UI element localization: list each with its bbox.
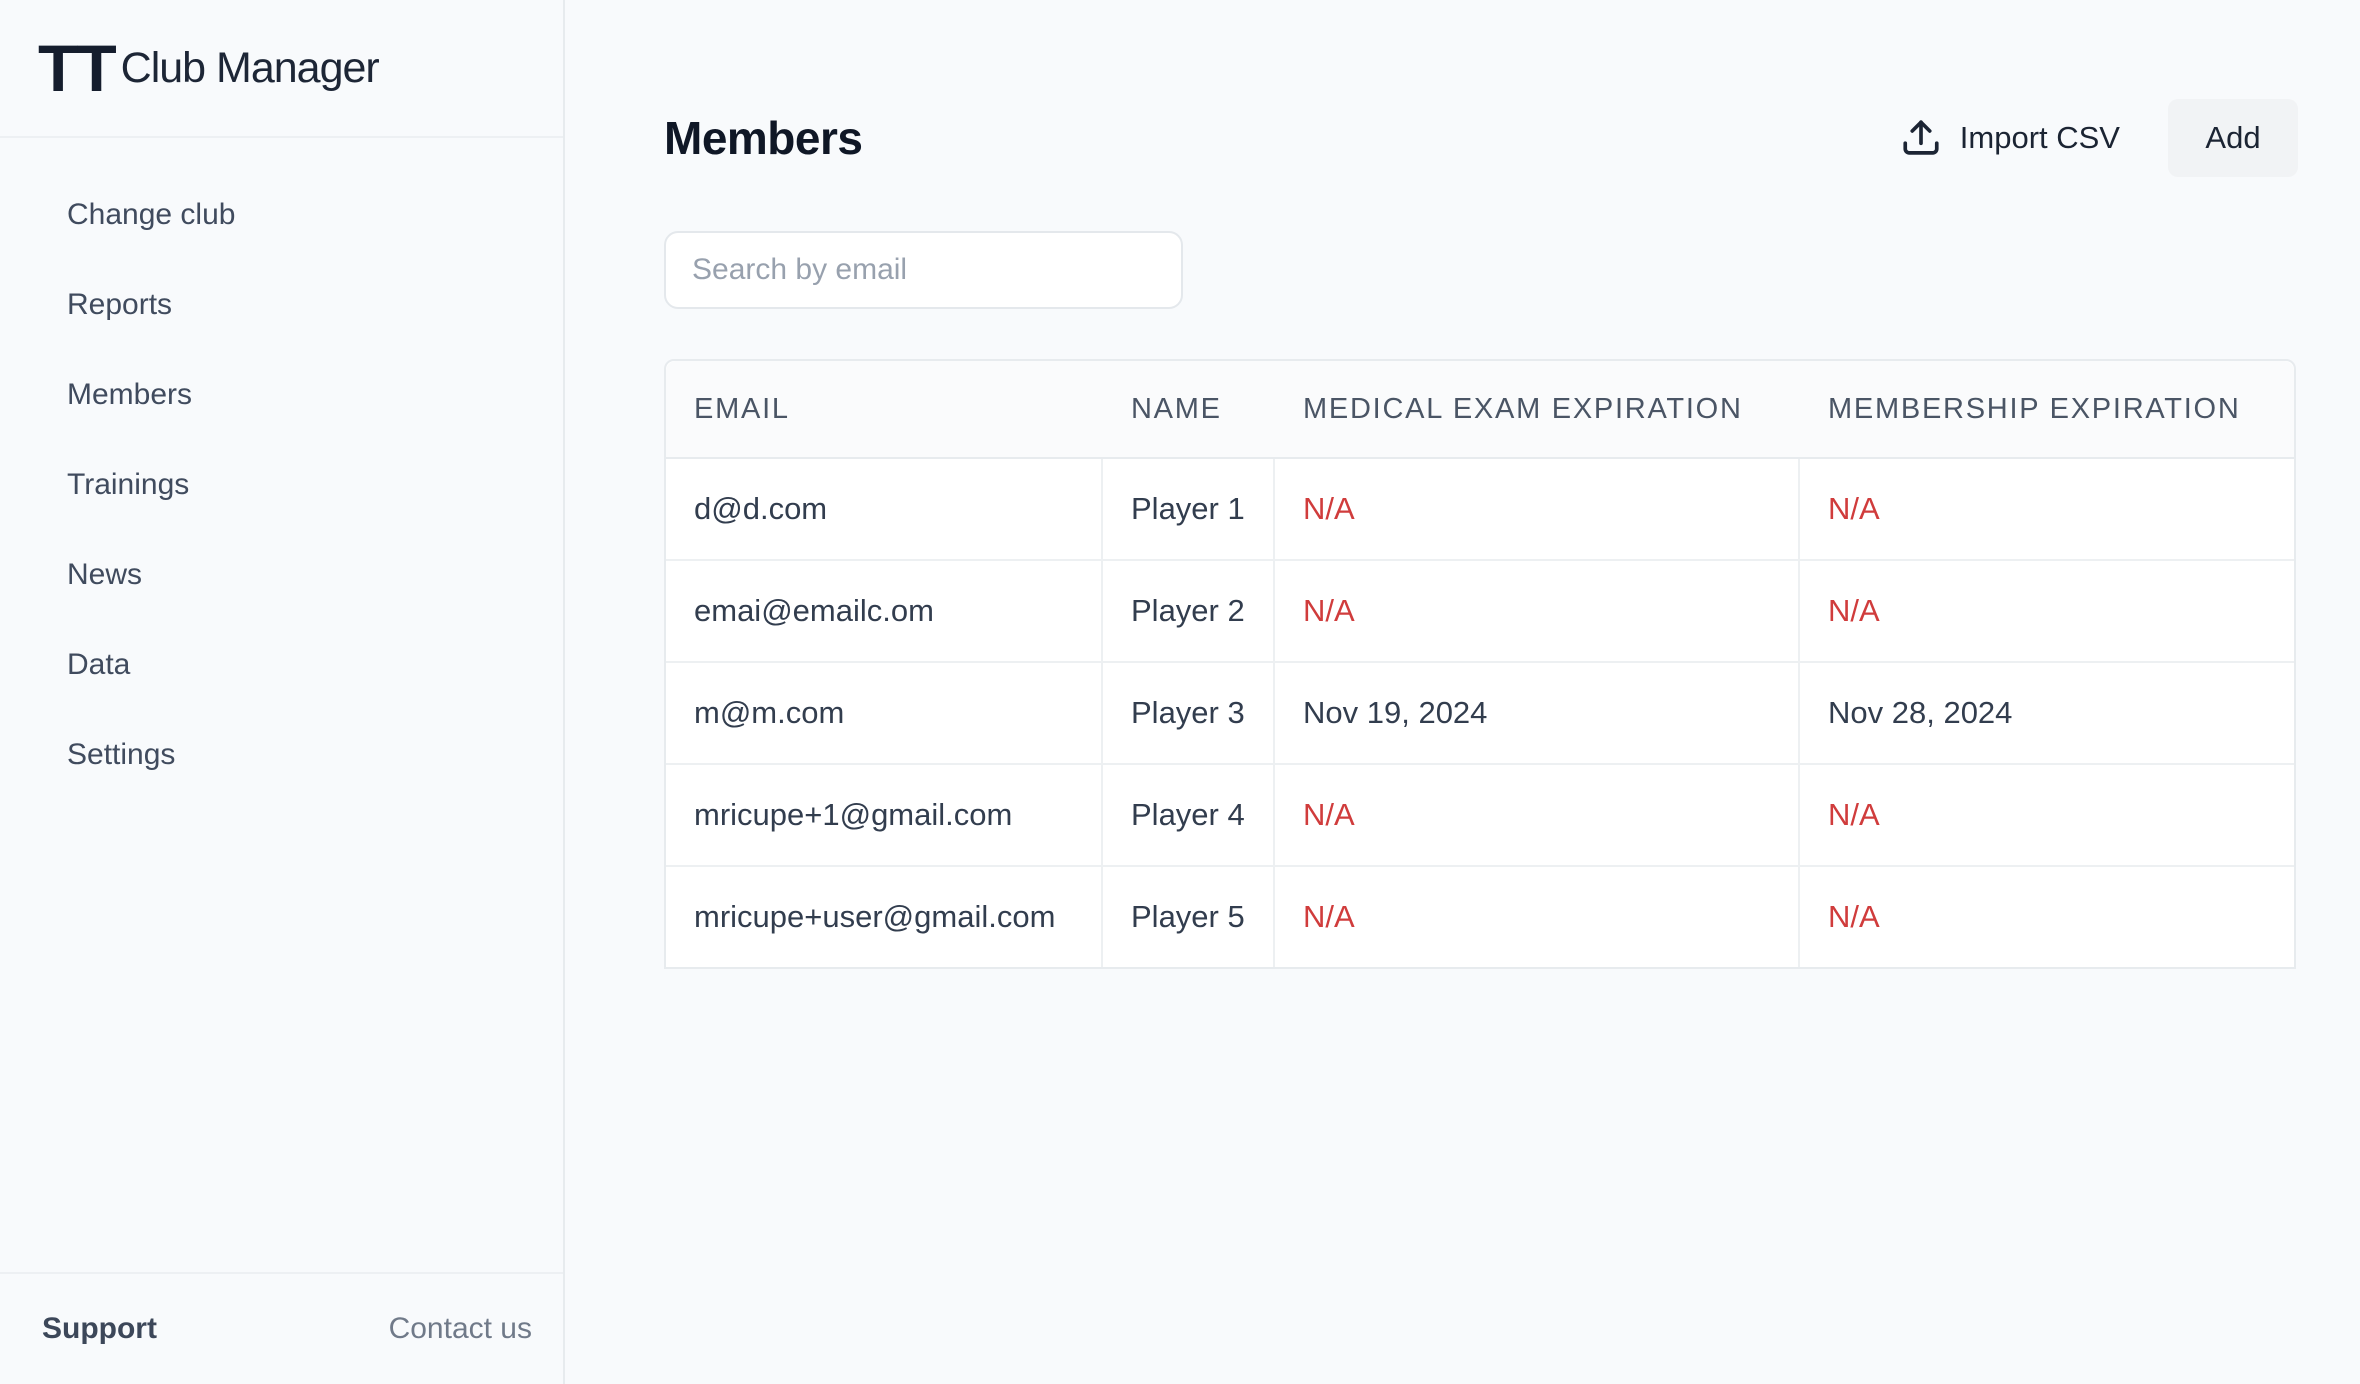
- sidebar-item-change-club[interactable]: Change club: [67, 198, 236, 231]
- table-row[interactable]: emai@emailc.om Player 2 N/A N/A: [666, 561, 2294, 663]
- email-cell: d@d.com: [666, 459, 1103, 559]
- app-logo[interactable]: TT Club Manager: [0, 0, 563, 138]
- import-csv-label: Import CSV: [1959, 120, 2120, 155]
- table-header-row: EMAIL NAME MEDICAL EXAM EXPIRATION MEMBE…: [666, 361, 2294, 459]
- membership-expiration-cell: N/A: [1828, 491, 1880, 526]
- column-header-medical: MEDICAL EXAM EXPIRATION: [1303, 392, 1743, 425]
- membership-expiration-cell: N/A: [1828, 593, 1880, 628]
- name-cell: Player 3: [1103, 663, 1275, 763]
- sidebar-item-settings[interactable]: Settings: [67, 738, 176, 771]
- email-cell: mricupe+user@gmail.com: [666, 867, 1103, 967]
- membership-expiration-cell: N/A: [1828, 797, 1880, 832]
- table-row[interactable]: mricupe+user@gmail.com Player 5 N/A N/A: [666, 867, 2294, 967]
- medical-expiration-cell: N/A: [1275, 867, 1800, 967]
- search-input[interactable]: [664, 231, 1183, 309]
- medical-expiration-cell: Nov 19, 2024: [1275, 663, 1800, 763]
- sidebar-item-trainings[interactable]: Trainings: [67, 468, 190, 501]
- table-row[interactable]: m@m.com Player 3 Nov 19, 2024 Nov 28, 20…: [666, 663, 2294, 765]
- email-cell: mricupe+1@gmail.com: [666, 765, 1103, 865]
- sidebar-item-news[interactable]: News: [67, 558, 143, 591]
- page-header: Members Import CSV Add: [664, 99, 2298, 177]
- sidebar-nav: Change club Reports Members Trainings Ne…: [0, 170, 563, 800]
- name-cell: Player 5: [1103, 867, 1275, 967]
- table-row[interactable]: mricupe+1@gmail.com Player 4 N/A N/A: [666, 765, 2294, 867]
- medical-expiration-cell: N/A: [1275, 459, 1800, 559]
- email-cell: m@m.com: [666, 663, 1103, 763]
- sidebar-item-data[interactable]: Data: [67, 648, 131, 681]
- header-actions: Import CSV Add: [1900, 99, 2298, 177]
- support-label: Support: [42, 1312, 157, 1345]
- medical-expiration-cell: N/A: [1275, 561, 1800, 661]
- logo-initials: TT: [38, 31, 117, 105]
- sidebar: TT Club Manager Change club Reports Memb…: [0, 0, 565, 1384]
- membership-expiration-cell: N/A: [1828, 899, 1880, 934]
- members-table: EMAIL NAME MEDICAL EXAM EXPIRATION MEMBE…: [664, 359, 2296, 969]
- sidebar-item-reports[interactable]: Reports: [67, 288, 173, 321]
- name-cell: Player 4: [1103, 765, 1275, 865]
- sidebar-footer: Support Contact us: [0, 1272, 563, 1384]
- name-cell: Player 1: [1103, 459, 1275, 559]
- column-header-membership: MEMBERSHIP EXPIRATION: [1828, 392, 2241, 425]
- table-row[interactable]: d@d.com Player 1 N/A N/A: [666, 459, 2294, 561]
- sidebar-item-members[interactable]: Members: [67, 378, 193, 411]
- column-header-name: NAME: [1131, 392, 1222, 425]
- table-body: d@d.com Player 1 N/A N/A emai@emailc.om …: [666, 459, 2294, 967]
- medical-expiration-cell: N/A: [1275, 765, 1800, 865]
- contact-us-link[interactable]: Contact us: [388, 1312, 532, 1345]
- upload-icon: [1900, 115, 1942, 161]
- logo-name: Club Manager: [120, 43, 380, 92]
- column-header-email: EMAIL: [694, 392, 790, 425]
- email-cell: emai@emailc.om: [666, 561, 1103, 661]
- import-csv-button[interactable]: Import CSV: [1900, 115, 2120, 161]
- page-title: Members: [664, 112, 863, 164]
- add-button[interactable]: Add: [2168, 99, 2298, 177]
- name-cell: Player 2: [1103, 561, 1275, 661]
- membership-expiration-cell: Nov 28, 2024: [1828, 695, 2013, 730]
- main-content: Members Import CSV Add EMAIL NAME MEDICA…: [565, 0, 2360, 1384]
